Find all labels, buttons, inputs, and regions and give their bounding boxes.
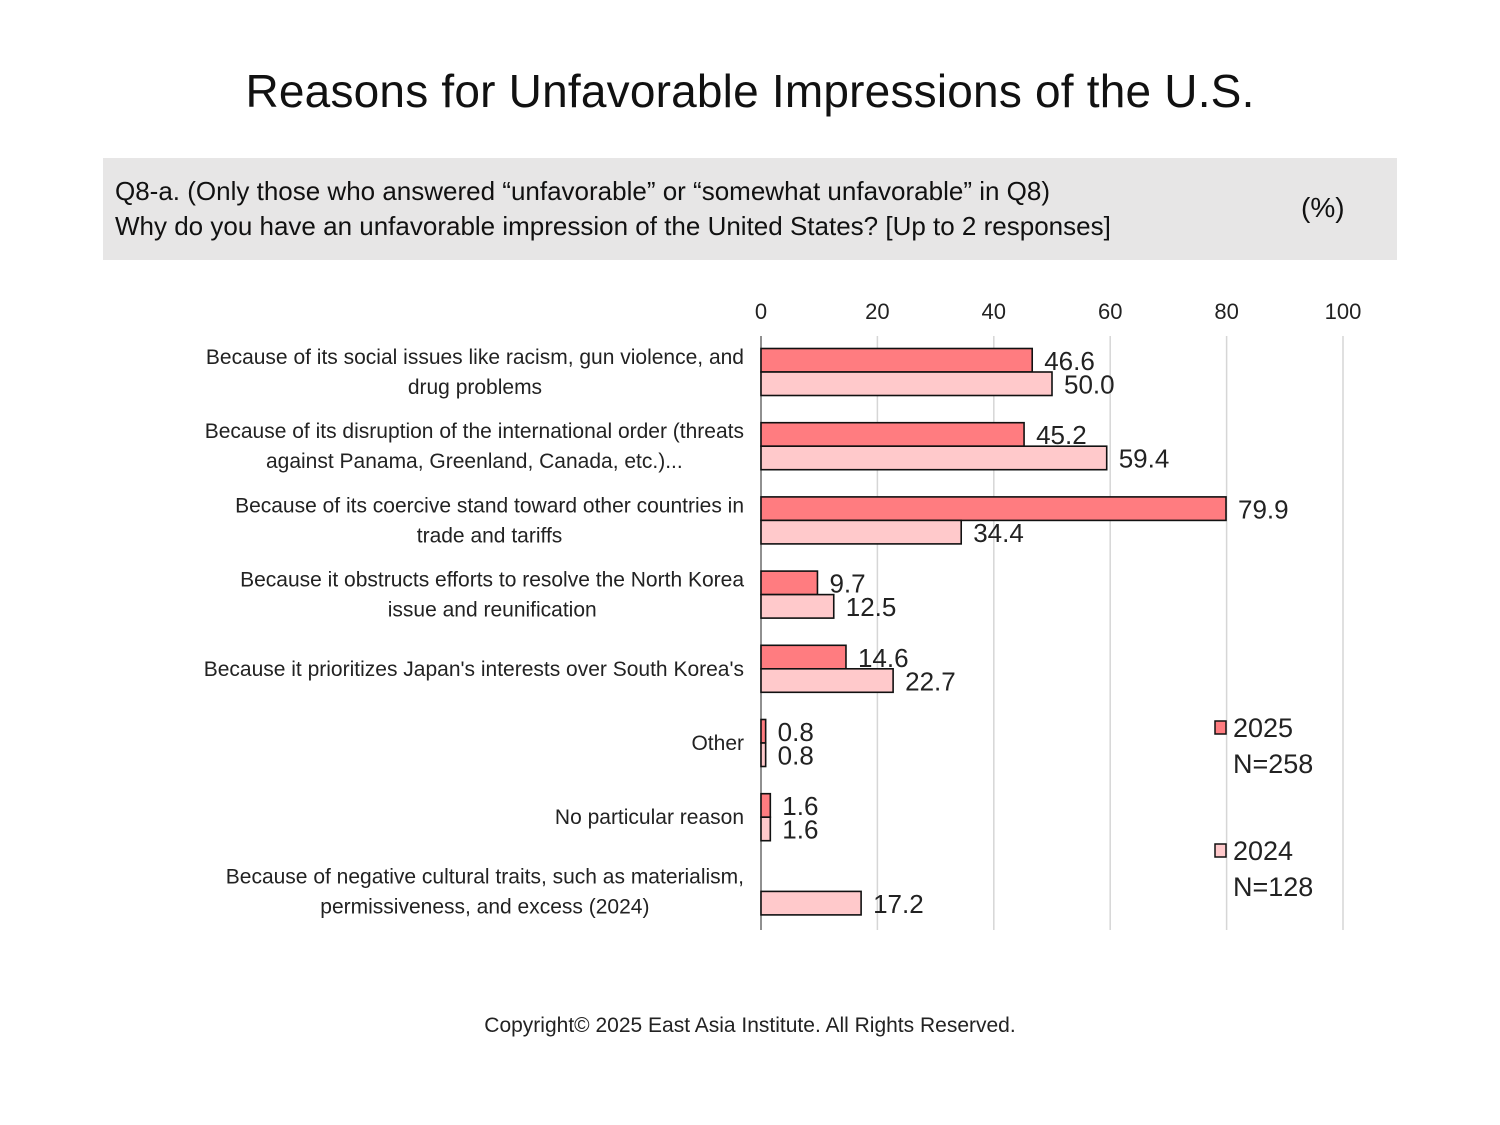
data-label-2024-7: 17.2	[873, 889, 924, 919]
bar-2024-3	[760, 593, 835, 619]
legend-swatch-2024	[1214, 843, 1227, 858]
bar-2024-1	[760, 445, 1108, 471]
bar-2025-5	[760, 718, 767, 744]
x-tick-label: 60	[1098, 299, 1122, 324]
x-tick-label: 80	[1214, 299, 1238, 324]
data-label-2025-5: 0.8	[778, 717, 814, 747]
category-label: Because of its social issues like racism…	[206, 346, 744, 369]
data-label-2024-1: 59.4	[1119, 444, 1170, 474]
bar-2025-6	[760, 792, 772, 819]
bar-2025-1	[760, 421, 1025, 448]
data-label-2024-4: 22.7	[905, 666, 956, 696]
category-label: issue and reunification	[388, 599, 597, 622]
x-tick-label: 40	[982, 299, 1006, 324]
bar-2024-6	[760, 816, 772, 842]
data-label-2025-1: 45.2	[1036, 420, 1087, 450]
legend-n-2025: N=258	[1233, 749, 1313, 779]
unit-label: (%)	[1301, 192, 1345, 223]
copyright-notice: Copyright© 2025 East Asia Institute. All…	[484, 1014, 1016, 1037]
data-label-2024-2: 34.4	[973, 518, 1024, 548]
question-line-1: Q8-a. (Only those who answered “unfavora…	[115, 176, 1050, 206]
legend-swatch-2025	[1214, 720, 1227, 735]
bar-2024-2	[760, 519, 963, 545]
bar-2024-7	[760, 890, 862, 916]
question-line-2: Why do you have an unfavorable impressio…	[115, 211, 1111, 241]
bar-2025-0	[760, 347, 1034, 373]
category-label: against Panama, Greenland, Canada, etc.)…	[266, 450, 683, 473]
data-label-2025-6: 1.6	[782, 791, 818, 821]
bar-2025-4	[760, 644, 847, 670]
data-label-2025-3: 9.7	[829, 569, 865, 599]
category-label: Other	[691, 732, 744, 755]
category-label: drug problems	[408, 376, 542, 399]
legend-n-2024: N=128	[1233, 872, 1313, 902]
data-label-2024-5: 0.8	[778, 741, 814, 771]
bar-2025-2	[760, 496, 1227, 522]
x-tick-label: 20	[865, 299, 889, 324]
bar-2025-3	[760, 570, 819, 596]
bar-2024-0	[760, 371, 1053, 397]
category-label: Because it prioritizes Japan's interests…	[204, 658, 744, 681]
data-label-2025-2: 79.9	[1238, 494, 1289, 524]
bar-2024-5	[760, 742, 767, 768]
data-label-2025-4: 14.6	[858, 643, 909, 673]
data-label-2025-0: 46.6	[1044, 346, 1095, 376]
legend-label-2025: 2025	[1233, 713, 1293, 743]
category-label: Because of its coercive stand toward oth…	[235, 494, 744, 517]
data-label-2024-0: 50.0	[1064, 370, 1115, 400]
x-tick-label: 100	[1325, 299, 1362, 324]
chart-title: Reasons for Unfavorable Impressions of t…	[245, 65, 1255, 117]
question-box: Q8-a. (Only those who answered “unfavora…	[103, 158, 1397, 260]
x-tick-label: 0	[755, 299, 767, 324]
bar-2024-4	[760, 667, 894, 694]
category-label: Because of its disruption of the interna…	[205, 420, 744, 443]
legend-label-2024: 2024	[1233, 836, 1293, 866]
category-label: trade and tariffs	[417, 524, 563, 547]
category-label: No particular reason	[555, 806, 744, 829]
category-label: Because it obstructs efforts to resolve …	[240, 569, 744, 592]
category-label: permissiveness, and excess (2024)	[320, 895, 649, 918]
data-label-2024-6: 1.6	[782, 815, 818, 845]
bar-chart: 0 20 40 60 80 100 Because of its social issues…	[204, 299, 1362, 930]
category-label: Because of negative cultural traits, suc…	[226, 865, 744, 888]
data-label-2024-3: 12.5	[846, 592, 897, 622]
